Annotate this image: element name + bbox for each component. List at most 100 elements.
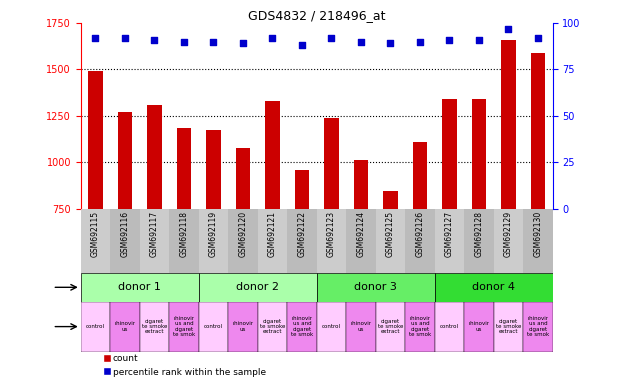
Bar <box>376 301 406 352</box>
FancyBboxPatch shape <box>464 209 494 273</box>
Point <box>356 38 366 45</box>
Bar <box>494 301 524 352</box>
Bar <box>412 142 427 209</box>
FancyBboxPatch shape <box>435 209 464 273</box>
Text: GSM692126: GSM692126 <box>415 211 424 257</box>
Point <box>474 37 484 43</box>
Bar <box>353 161 368 209</box>
Bar <box>229 301 258 352</box>
Point <box>445 37 455 43</box>
Bar <box>288 301 317 352</box>
Bar <box>117 112 132 209</box>
Point <box>150 37 160 43</box>
Bar <box>176 128 191 209</box>
Bar <box>383 191 398 209</box>
Text: GSM692129: GSM692129 <box>504 211 513 257</box>
Text: GSM692119: GSM692119 <box>209 211 218 257</box>
Text: donor 1: donor 1 <box>118 282 161 292</box>
Text: rhinovir
us: rhinovir us <box>468 321 489 332</box>
Text: rhinovir
us: rhinovir us <box>350 321 371 332</box>
FancyBboxPatch shape <box>288 209 317 273</box>
Text: control: control <box>322 324 341 329</box>
Text: control: control <box>204 324 223 329</box>
Bar <box>81 273 199 301</box>
Bar <box>294 170 309 209</box>
FancyBboxPatch shape <box>258 209 288 273</box>
Text: rhinovir
us and
cigaret
te smok: rhinovir us and cigaret te smok <box>173 316 195 337</box>
Bar <box>235 148 250 209</box>
Text: cigaret
te smoke
extract: cigaret te smoke extract <box>142 319 167 334</box>
Text: cigaret
te smoke
extract: cigaret te smoke extract <box>496 319 521 334</box>
FancyBboxPatch shape <box>347 209 376 273</box>
FancyBboxPatch shape <box>140 209 169 273</box>
Bar <box>111 301 140 352</box>
Text: GSM692128: GSM692128 <box>474 211 483 257</box>
Bar <box>435 301 465 352</box>
Bar <box>169 301 199 352</box>
Text: control: control <box>440 324 459 329</box>
Text: GSM692121: GSM692121 <box>268 211 277 257</box>
Bar <box>435 273 553 301</box>
Text: donor 2: donor 2 <box>236 282 279 292</box>
Point <box>415 38 425 45</box>
Text: cigaret
te smoke
extract: cigaret te smoke extract <box>378 319 403 334</box>
Text: rhinovir
us: rhinovir us <box>114 321 135 332</box>
Text: control: control <box>86 324 105 329</box>
Bar <box>317 273 435 301</box>
FancyBboxPatch shape <box>494 209 523 273</box>
Bar <box>81 301 111 352</box>
Legend: count, percentile rank within the sample: count, percentile rank within the sample <box>99 350 270 380</box>
Text: GSM692130: GSM692130 <box>533 211 542 257</box>
Text: cigaret
te smoke
extract: cigaret te smoke extract <box>260 319 285 334</box>
Text: GSM692116: GSM692116 <box>120 211 129 257</box>
Bar <box>471 99 486 209</box>
FancyBboxPatch shape <box>317 209 347 273</box>
Bar <box>347 301 376 352</box>
Text: GSM692122: GSM692122 <box>297 211 306 257</box>
Point <box>533 35 543 41</box>
Text: rhinovir
us and
cigaret
te smok: rhinovir us and cigaret te smok <box>291 316 313 337</box>
Text: rhinovir
us: rhinovir us <box>232 321 253 332</box>
Bar <box>501 40 516 209</box>
Point <box>179 38 189 45</box>
FancyBboxPatch shape <box>169 209 199 273</box>
Bar <box>199 273 317 301</box>
FancyBboxPatch shape <box>199 209 229 273</box>
Point <box>504 26 514 32</box>
Bar <box>442 99 457 209</box>
Bar <box>405 301 435 352</box>
Bar <box>523 301 553 352</box>
Bar <box>265 101 280 209</box>
FancyBboxPatch shape <box>229 209 258 273</box>
Point <box>120 35 130 41</box>
Bar <box>317 301 347 352</box>
Text: donor 4: donor 4 <box>472 282 515 292</box>
Point <box>209 38 219 45</box>
Point <box>297 42 307 48</box>
Bar <box>258 301 288 352</box>
Point <box>91 35 101 41</box>
Text: GSM692125: GSM692125 <box>386 211 395 257</box>
Text: donor 3: donor 3 <box>354 282 397 292</box>
Text: rhinovir
us and
cigaret
te smok: rhinovir us and cigaret te smok <box>409 316 431 337</box>
Text: GSM692124: GSM692124 <box>356 211 365 257</box>
Bar <box>324 118 339 209</box>
Bar <box>530 53 545 209</box>
FancyBboxPatch shape <box>376 209 405 273</box>
Text: GSM692123: GSM692123 <box>327 211 336 257</box>
Point <box>268 35 278 41</box>
FancyBboxPatch shape <box>523 209 553 273</box>
FancyBboxPatch shape <box>81 209 111 273</box>
FancyBboxPatch shape <box>405 209 435 273</box>
Text: GSM692118: GSM692118 <box>179 211 188 257</box>
FancyBboxPatch shape <box>111 209 140 273</box>
Text: GSM692117: GSM692117 <box>150 211 159 257</box>
Title: GDS4832 / 218496_at: GDS4832 / 218496_at <box>248 9 386 22</box>
Bar <box>206 130 221 209</box>
Bar <box>88 71 103 209</box>
Bar <box>199 301 229 352</box>
Text: rhinovir
us and
cigaret
te smok: rhinovir us and cigaret te smok <box>527 316 549 337</box>
Point <box>327 35 337 41</box>
Text: GSM692127: GSM692127 <box>445 211 454 257</box>
Point <box>238 40 248 46</box>
